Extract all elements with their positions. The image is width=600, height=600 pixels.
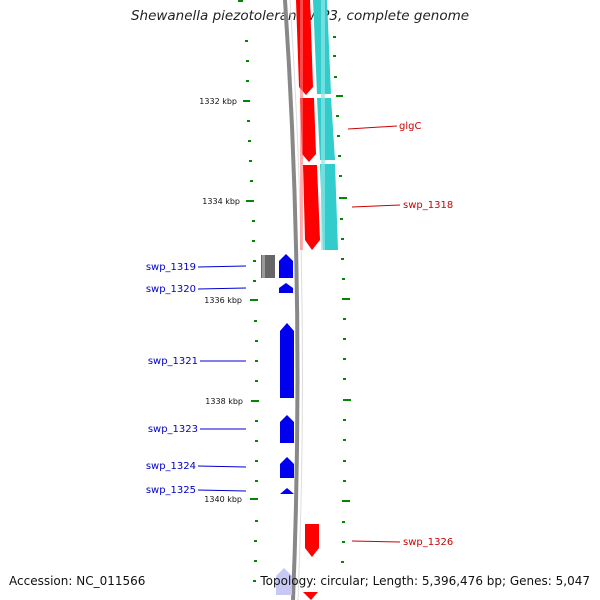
label-swp-1320: swp_1320 bbox=[146, 284, 196, 295]
inner-ticks bbox=[238, 0, 259, 582]
cds-swp-1325 bbox=[280, 488, 294, 494]
label-swp-1326: swp_1326 bbox=[403, 537, 453, 548]
label-swp-1324: swp_1324 bbox=[146, 461, 196, 472]
cds-glgc-region-a bbox=[296, 0, 313, 95]
track-segment bbox=[317, 98, 335, 160]
label-swp-1323: swp_1323 bbox=[148, 424, 198, 435]
label-swp-1325: swp_1325 bbox=[146, 485, 196, 496]
label-glgc: glgC bbox=[399, 121, 421, 132]
accession-text: Accession: NC_011566 bbox=[9, 574, 146, 588]
outer-ticks bbox=[333, 36, 351, 563]
scale-label-1336: 1336 kbp bbox=[204, 296, 242, 305]
scale-label-1338: 1338 kbp bbox=[205, 397, 243, 406]
forward-labels: glgC swp_1318 swp_1326 bbox=[347, 121, 453, 548]
scale-label-1334: 1334 kbp bbox=[202, 197, 240, 206]
cds-swp-1324 bbox=[280, 457, 294, 478]
cds-swp-1320 bbox=[279, 283, 293, 293]
cds-partial-bottom bbox=[303, 592, 318, 600]
backbone-outer bbox=[283, 0, 300, 600]
reverse-labels: swp_1319 swp_1320 swp_1321 swp_1323 swp_… bbox=[146, 262, 247, 496]
cds-glgc bbox=[300, 98, 316, 162]
cds-partial-light bbox=[276, 568, 292, 595]
forward-cds-group bbox=[296, 0, 320, 600]
label-swp-1319: swp_1319 bbox=[146, 262, 196, 273]
cds-swp-1321 bbox=[280, 323, 294, 398]
cds-swp-1323 bbox=[280, 415, 294, 443]
cds-swp-1318 bbox=[303, 165, 320, 250]
scale-label-1340: 1340 kbp bbox=[204, 495, 242, 504]
forward-track bbox=[313, 0, 338, 250]
scale-label-1332: 1332 kbp bbox=[199, 97, 237, 106]
reverse-cds-group bbox=[261, 254, 294, 595]
label-swp-1318: swp_1318 bbox=[403, 200, 453, 211]
cds-swp-1326 bbox=[305, 524, 319, 557]
label-swp-1321: swp_1321 bbox=[148, 356, 198, 367]
cds-swp-1319 bbox=[279, 254, 293, 278]
topology-text: Topology: circular; Length: 5,396,476 bp… bbox=[260, 574, 590, 588]
backbone-inner bbox=[289, 0, 303, 600]
